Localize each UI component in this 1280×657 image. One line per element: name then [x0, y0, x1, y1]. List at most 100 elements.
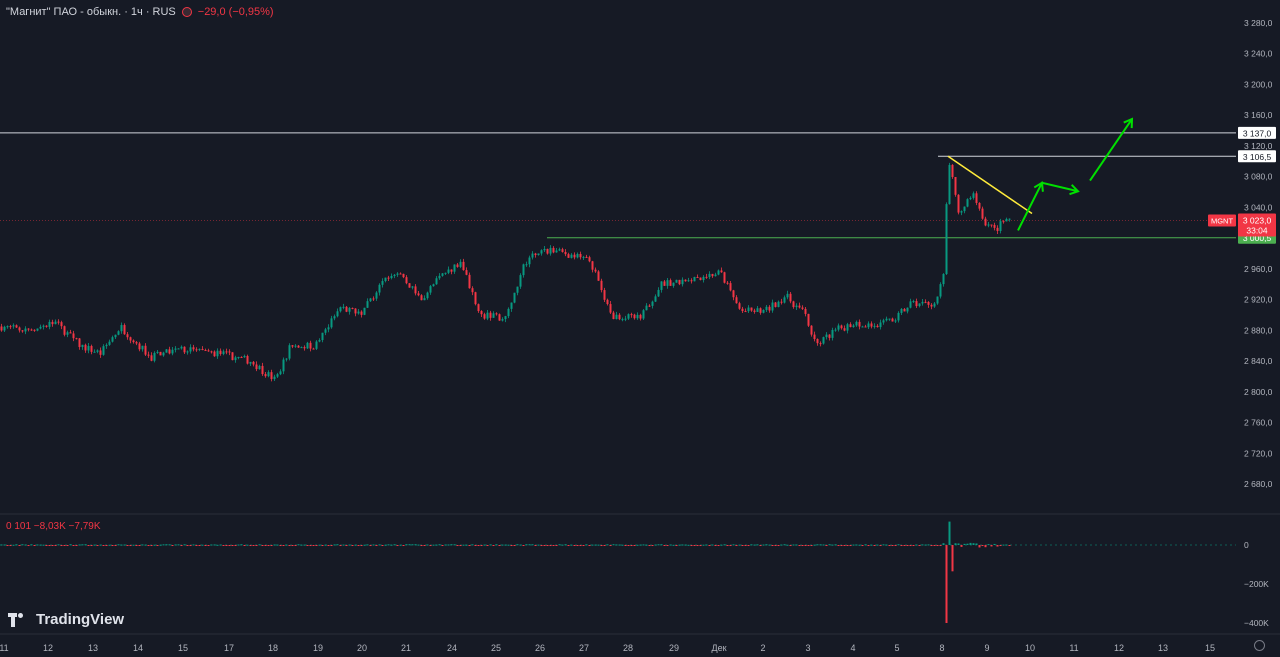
- volume-bar: [858, 544, 861, 546]
- candle-body: [414, 286, 417, 294]
- volume-bar: [603, 545, 606, 546]
- candle-body: [276, 374, 279, 377]
- candle-body: [738, 303, 741, 309]
- x-tick-label: 15: [1205, 643, 1215, 653]
- volume-bar: [867, 545, 870, 546]
- candle-body: [252, 361, 255, 365]
- candle-body: [111, 337, 114, 342]
- price-change: −29,0 (−0,95%): [197, 6, 274, 18]
- volume-bar: [102, 545, 105, 546]
- volume-bar: [945, 545, 948, 623]
- volume-bar: [267, 545, 270, 546]
- volume-bar: [534, 545, 537, 546]
- candle-body: [891, 318, 894, 322]
- y-tick-label: 3 040,0: [1244, 202, 1273, 212]
- volume-bar: [444, 544, 447, 546]
- volume-bar: [78, 544, 81, 546]
- candle-body: [177, 348, 180, 350]
- volume-bar: [750, 544, 753, 546]
- volume-bar: [522, 545, 525, 546]
- volume-bar: [252, 545, 255, 546]
- candle-body: [162, 352, 165, 356]
- candle-body: [936, 296, 939, 304]
- volume-bar: [75, 545, 78, 546]
- candle-body: [867, 323, 870, 328]
- candle-body: [441, 273, 444, 276]
- volume-bar: [681, 544, 684, 546]
- candle-body: [879, 322, 882, 328]
- candle-body: [129, 337, 132, 341]
- volume-bar: [690, 545, 693, 546]
- volume-bar: [621, 544, 624, 546]
- volume-bar: [297, 544, 300, 546]
- candle-body: [237, 356, 240, 358]
- volume-bar: [639, 544, 642, 546]
- candle-body: [231, 352, 234, 361]
- candle-body: [846, 324, 849, 331]
- volume-bar: [672, 544, 675, 546]
- candle-body: [408, 283, 411, 288]
- volume-bar: [228, 545, 231, 546]
- candle-body: [492, 313, 495, 318]
- symbol-title[interactable]: "Магнит" ПАО - обыкн. · 1ч · RUS: [6, 6, 176, 18]
- candle-body: [282, 359, 285, 372]
- volume-bar: [69, 544, 72, 546]
- candle-body: [147, 354, 150, 356]
- volume-bar: [975, 543, 978, 545]
- candle-body: [351, 307, 354, 309]
- candle-body: [825, 334, 828, 338]
- volume-bar: [273, 544, 276, 546]
- volume-bar: [51, 545, 54, 546]
- volume-bar: [324, 544, 327, 546]
- volume-bar: [540, 545, 543, 546]
- y-tick-label: 3 120,0: [1244, 141, 1273, 151]
- volume-bar: [879, 545, 882, 546]
- candle-body: [741, 308, 744, 312]
- volume-bar: [123, 544, 126, 546]
- candle-body: [324, 329, 327, 333]
- volume-bar: [138, 545, 141, 546]
- candle-body: [612, 312, 615, 320]
- settings-gear-icon[interactable]: [1254, 640, 1265, 651]
- volume-bar: [792, 544, 795, 546]
- volume-bar: [210, 544, 213, 546]
- candle-body: [810, 325, 813, 335]
- y-tick-label: 3 200,0: [1244, 79, 1273, 89]
- candle-body: [642, 310, 645, 319]
- x-tick-label: 9: [984, 643, 989, 653]
- volume-bar: [57, 544, 60, 546]
- candle-body: [630, 314, 633, 316]
- candle-body: [717, 270, 720, 275]
- candle-body: [240, 356, 243, 358]
- volume-bar: [996, 545, 999, 547]
- volume-bar: [633, 545, 636, 546]
- candle-body: [84, 344, 87, 351]
- volume-bar: [516, 544, 519, 546]
- volume-bar: [717, 545, 720, 546]
- tradingview-logo[interactable]: TradingView: [8, 611, 124, 628]
- volume-bar: [906, 545, 909, 546]
- symbol-badge: [1208, 214, 1236, 227]
- volume-bar: [18, 545, 21, 546]
- volume-bar: [585, 544, 588, 546]
- volume-bar: [576, 545, 579, 546]
- volume-bar: [189, 545, 192, 546]
- volume-bar: [855, 544, 858, 546]
- volume-bar: [900, 545, 903, 546]
- volume-bar: [912, 545, 915, 546]
- candle-body: [519, 275, 522, 287]
- volume-bar: [351, 545, 354, 546]
- candle-body: [87, 345, 90, 351]
- candle-body: [591, 261, 594, 270]
- chart-legend: "Магнит" ПАО - обыкн. · 1ч · RUS −29,0 (…: [6, 6, 274, 18]
- y-tick-label: 2 920,0: [1244, 295, 1273, 305]
- candle-body: [315, 341, 318, 349]
- candle-body: [27, 328, 30, 330]
- y-tick-label: 2 800,0: [1244, 387, 1273, 397]
- volume-bar: [972, 543, 975, 545]
- candle-body: [759, 308, 762, 313]
- volume-bar: [339, 545, 342, 546]
- candle-body: [156, 351, 159, 353]
- volume-bar: [315, 545, 318, 546]
